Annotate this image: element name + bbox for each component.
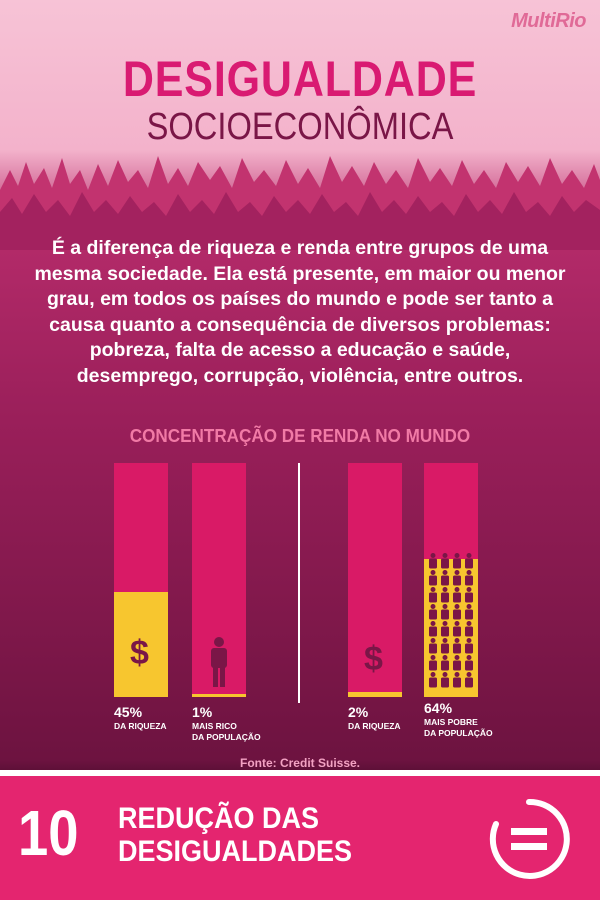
bar-caption-line: DA POPULAÇÃO bbox=[192, 732, 261, 742]
person-icon bbox=[211, 637, 227, 687]
person-icon bbox=[441, 570, 449, 586]
person-icon bbox=[429, 638, 437, 654]
person-icon bbox=[453, 553, 461, 569]
goal-title-line: DESIGUALDADES bbox=[118, 835, 353, 868]
person-icon bbox=[429, 621, 437, 637]
person-icon bbox=[429, 587, 437, 603]
person-icon bbox=[465, 587, 473, 603]
source-note: Fonte: Credit Suisse. bbox=[239, 756, 361, 770]
person-icon bbox=[441, 621, 449, 637]
bar-fill-wealth-rich bbox=[114, 591, 168, 697]
person-icon bbox=[441, 672, 449, 688]
bar-caption: DA RIQUEZA bbox=[348, 721, 401, 731]
bar-caption-line: MAIS RICO bbox=[192, 721, 237, 731]
multirio-logo: MultiRio bbox=[511, 10, 586, 32]
bar-value-label: 2% bbox=[348, 704, 369, 720]
bar-population-poor bbox=[424, 463, 478, 697]
dollar-icon: $ bbox=[364, 640, 383, 678]
person-icon bbox=[453, 587, 461, 603]
bar-wealth-rich: $ bbox=[114, 463, 168, 697]
chart-title: CONCENTRAÇÃO DE RENDA NO MUNDO bbox=[129, 426, 471, 446]
person-icon bbox=[465, 604, 473, 620]
bar-caption-line: DA POPULAÇÃO bbox=[424, 728, 493, 738]
bar-caption: MAIS RICO DA POPULAÇÃO bbox=[192, 721, 261, 743]
person-icon bbox=[441, 587, 449, 603]
bar-value-label: 45% bbox=[114, 704, 143, 720]
person-icon bbox=[453, 570, 461, 586]
person-icon bbox=[453, 604, 461, 620]
bar-value-label: 1% bbox=[192, 704, 213, 720]
person-icon bbox=[429, 570, 437, 586]
person-icon bbox=[429, 655, 437, 671]
person-icon bbox=[453, 621, 461, 637]
footer-separator bbox=[0, 770, 600, 776]
person-icon bbox=[441, 604, 449, 620]
person-icon bbox=[441, 553, 449, 569]
person-icon bbox=[453, 655, 461, 671]
person-icon bbox=[465, 638, 473, 654]
bar-caption-line: MAIS POBRE bbox=[424, 717, 478, 727]
crowd-silhouette-decoration bbox=[0, 156, 600, 250]
person-icon bbox=[441, 638, 449, 654]
page-subtitle: SOCIOECONÔMICA bbox=[146, 106, 454, 148]
equals-circle-icon bbox=[489, 798, 570, 879]
person-icon bbox=[465, 672, 473, 688]
bar-wealth-poor: $ bbox=[348, 463, 402, 697]
person-icon bbox=[429, 604, 437, 620]
page-title: DESIGUALDADE bbox=[122, 51, 478, 107]
person-icon bbox=[465, 655, 473, 671]
intro-paragraph: É a diferença de riqueza e renda entre g… bbox=[34, 237, 566, 387]
bar-caption: DA RIQUEZA bbox=[114, 721, 167, 731]
goal-title-line: REDUÇÃO DAS bbox=[118, 802, 320, 835]
goal-number: 10 bbox=[18, 797, 79, 869]
person-icon bbox=[429, 672, 437, 688]
person-icon bbox=[441, 655, 449, 671]
bar-caption: MAIS POBRE DA POPULAÇÃO bbox=[424, 717, 493, 739]
goal-title: REDUÇÃO DAS DESIGUALDADES bbox=[118, 802, 352, 868]
bar-fill-wealth-poor bbox=[348, 692, 402, 697]
person-icon bbox=[453, 672, 461, 688]
person-icon bbox=[465, 553, 473, 569]
person-icon bbox=[453, 638, 461, 654]
dollar-icon: $ bbox=[130, 634, 149, 672]
bar-population-rich bbox=[192, 463, 246, 697]
bar-fill-population-rich bbox=[192, 694, 246, 697]
person-icon bbox=[429, 553, 437, 569]
people-grid-icon bbox=[429, 553, 473, 688]
person-icon bbox=[465, 621, 473, 637]
person-icon bbox=[465, 570, 473, 586]
chart-divider bbox=[298, 463, 300, 703]
footer-band bbox=[0, 776, 600, 900]
bar-value-label: 64% bbox=[424, 700, 453, 716]
